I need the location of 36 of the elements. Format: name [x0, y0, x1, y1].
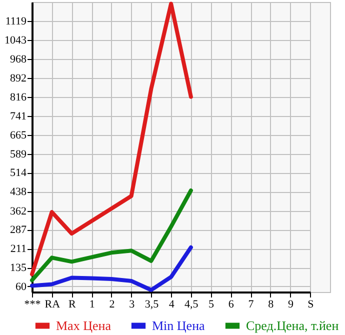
legend-label: Max Цена [56, 318, 112, 333]
x-tick-label: 4,5 [184, 298, 199, 310]
y-tick-label: 589 [10, 148, 27, 160]
y-tick-label: 135 [10, 262, 27, 274]
y-tick-label: 211 [10, 243, 26, 256]
x-tick-label: 8 [268, 298, 274, 310]
x-tick-label: *** [24, 298, 41, 310]
y-tick-label: 665 [10, 129, 27, 142]
y-tick-label: 514 [10, 167, 27, 180]
y-tick-label: 816 [10, 91, 27, 104]
y-tick-label: 1043 [4, 34, 27, 47]
line-series [30, 188, 193, 282]
y-tick-label: 362 [10, 205, 26, 218]
y-tick-label: 438 [10, 186, 27, 198]
x-tick-label: 3,5 [144, 298, 160, 310]
y-tick-label: 60 [16, 280, 27, 293]
x-tick-label: S [308, 298, 314, 310]
legend-label: Сред.Цена, т.йен [246, 318, 339, 333]
legend-label: Min Цена [152, 318, 206, 333]
x-tick-label: 4 [168, 298, 175, 310]
x-tick-label: 6 [228, 298, 234, 310]
x-tick-label: 7 [248, 298, 254, 310]
x-tick-label: 3 [129, 298, 136, 310]
x-tick-label: R [68, 298, 77, 310]
x-tick-label: 9 [288, 298, 294, 310]
x-tick-label: 2 [109, 298, 115, 310]
line-series [30, 2, 193, 276]
x-tick-label: 1 [89, 298, 95, 310]
line-series [30, 245, 193, 292]
y-tick-label: 741 [10, 110, 26, 122]
y-tick-label: 287 [10, 224, 27, 236]
y-tick-label: 968 [10, 53, 27, 66]
x-tick-label: 5 [208, 298, 215, 310]
y-tick-label: 1119 [5, 16, 27, 28]
x-tick-label: RA [44, 298, 60, 310]
y-tick-label: 892 [10, 72, 26, 84]
